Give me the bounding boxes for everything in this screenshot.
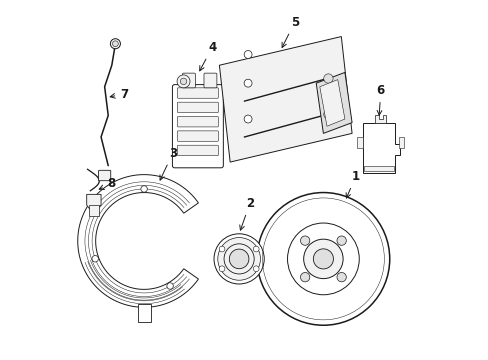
- Circle shape: [244, 50, 251, 58]
- Polygon shape: [88, 205, 99, 216]
- Circle shape: [336, 236, 346, 245]
- Polygon shape: [375, 116, 386, 123]
- FancyBboxPatch shape: [177, 145, 218, 156]
- Circle shape: [300, 236, 309, 245]
- Circle shape: [219, 246, 224, 252]
- Circle shape: [253, 266, 259, 272]
- Circle shape: [300, 273, 309, 282]
- Polygon shape: [319, 80, 344, 126]
- Circle shape: [244, 79, 251, 87]
- Text: 1: 1: [346, 170, 359, 198]
- Polygon shape: [316, 72, 351, 134]
- Polygon shape: [398, 137, 403, 148]
- Polygon shape: [137, 304, 150, 321]
- FancyBboxPatch shape: [177, 131, 218, 141]
- Circle shape: [323, 74, 332, 83]
- Polygon shape: [219, 37, 351, 162]
- Circle shape: [177, 75, 190, 88]
- Circle shape: [217, 238, 260, 280]
- Circle shape: [110, 39, 120, 49]
- FancyBboxPatch shape: [172, 85, 223, 168]
- Text: 3: 3: [160, 147, 177, 180]
- Polygon shape: [357, 137, 362, 148]
- Polygon shape: [363, 166, 394, 171]
- Polygon shape: [362, 123, 400, 173]
- Circle shape: [180, 78, 186, 85]
- FancyBboxPatch shape: [99, 170, 110, 181]
- FancyBboxPatch shape: [203, 73, 217, 88]
- Circle shape: [257, 193, 389, 325]
- Text: 8: 8: [99, 177, 116, 190]
- Text: 6: 6: [376, 84, 384, 115]
- Circle shape: [244, 115, 251, 123]
- Text: 5: 5: [282, 16, 298, 48]
- Circle shape: [92, 256, 98, 262]
- Text: 7: 7: [110, 87, 128, 100]
- Circle shape: [112, 41, 118, 46]
- Circle shape: [219, 266, 224, 272]
- Circle shape: [141, 186, 147, 192]
- Circle shape: [303, 239, 343, 279]
- Circle shape: [224, 244, 254, 274]
- Circle shape: [214, 234, 264, 284]
- Text: 4: 4: [199, 41, 216, 71]
- Circle shape: [166, 283, 173, 289]
- Circle shape: [313, 249, 333, 269]
- Circle shape: [336, 273, 346, 282]
- Polygon shape: [86, 194, 101, 212]
- Circle shape: [323, 110, 332, 119]
- FancyBboxPatch shape: [177, 102, 218, 113]
- Circle shape: [287, 223, 359, 295]
- Text: 2: 2: [239, 197, 253, 230]
- FancyBboxPatch shape: [177, 88, 218, 98]
- Circle shape: [253, 246, 259, 252]
- FancyBboxPatch shape: [182, 73, 195, 88]
- Circle shape: [229, 249, 248, 269]
- FancyBboxPatch shape: [177, 117, 218, 127]
- Polygon shape: [78, 175, 198, 307]
